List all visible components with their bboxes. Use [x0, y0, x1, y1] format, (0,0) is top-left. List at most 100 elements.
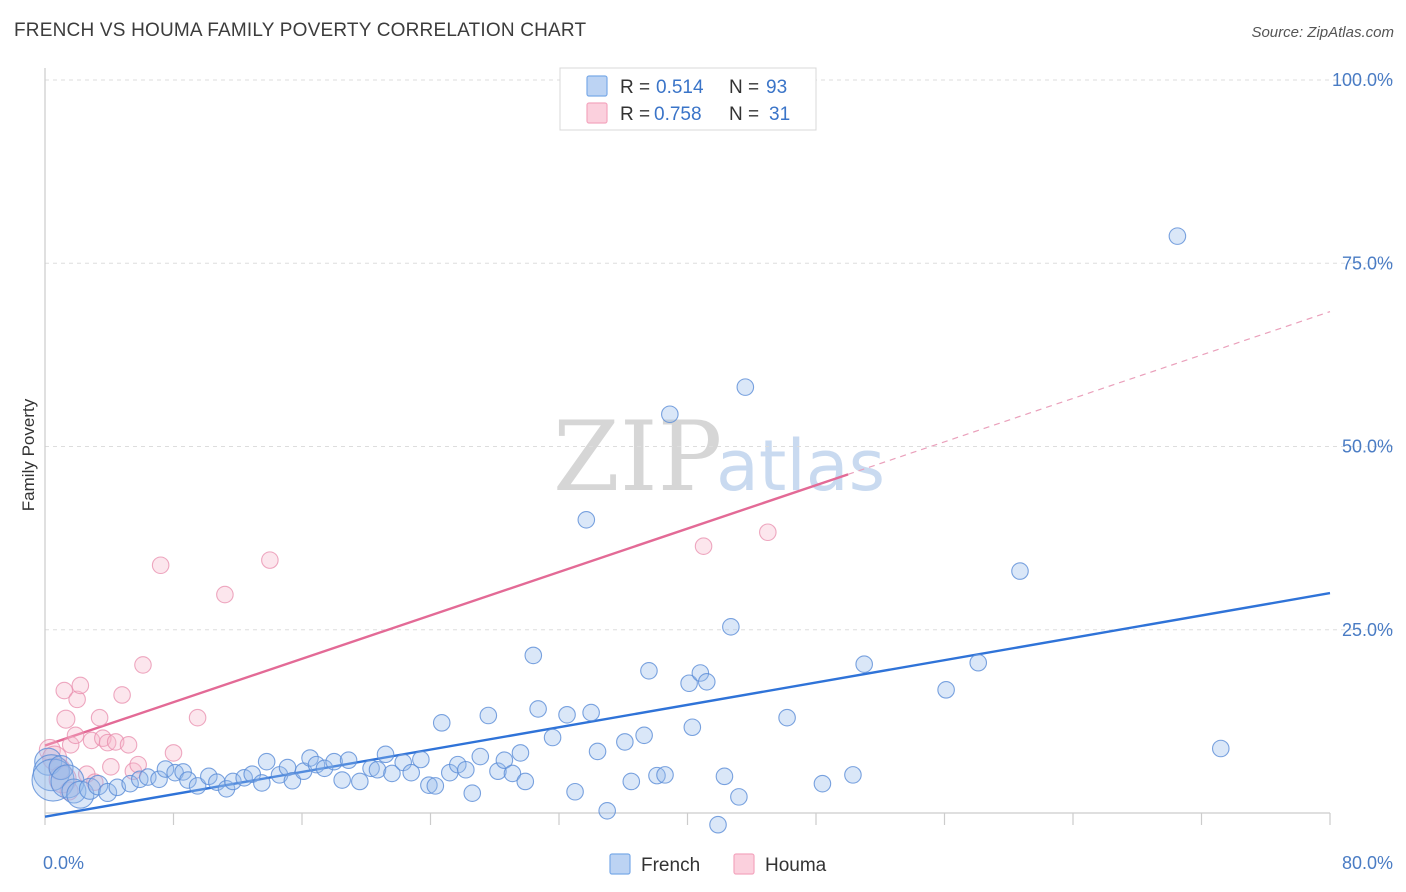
- legend-r-label-french: R =: [620, 77, 650, 98]
- french-point: [325, 752, 343, 771]
- houma-point: [134, 656, 152, 674]
- french-point: [1168, 227, 1187, 245]
- french-point: [432, 714, 451, 732]
- houma-point: [164, 744, 183, 762]
- houma-point: [106, 733, 125, 751]
- houma-point: [216, 585, 234, 604]
- french-point: [48, 755, 74, 781]
- watermark-atlas: atlas: [716, 425, 885, 507]
- y-axis-title: Family Poverty: [19, 398, 38, 511]
- french-point: [722, 618, 740, 636]
- french-point: [489, 762, 507, 781]
- houma-point: [759, 523, 777, 542]
- houma-trend-extension: [847, 311, 1331, 475]
- houma-point: [68, 690, 86, 709]
- french-point: [524, 646, 543, 665]
- french-point: [622, 772, 641, 791]
- french-point: [224, 772, 242, 791]
- legend-r-label-houma: R =: [620, 104, 650, 125]
- french-point: [87, 774, 109, 796]
- french-point: [376, 745, 395, 764]
- houma-point: [59, 781, 79, 801]
- french-point: [139, 768, 157, 786]
- houma-point: [61, 736, 80, 754]
- french-point: [121, 774, 139, 793]
- y-tick-label: 100.0%: [1332, 70, 1393, 90]
- french-point: [1011, 562, 1029, 580]
- french-point: [253, 774, 271, 792]
- french-point: [855, 655, 873, 674]
- y-tick-label: 75.0%: [1342, 253, 1393, 273]
- french-point: [217, 780, 236, 798]
- french-point: [283, 771, 302, 790]
- houma-point: [71, 676, 90, 695]
- french-point: [333, 771, 351, 789]
- watermark-zip: ZIP: [553, 401, 722, 513]
- bottom-legend-swatch-houma: [733, 853, 755, 875]
- houma-point: [113, 686, 131, 704]
- french-point: [457, 760, 475, 779]
- french-point: [479, 706, 498, 725]
- french-point: [656, 766, 674, 784]
- tick-labels: 25.0% 50.0% 75.0% 100.0% 0.0% 80.0%: [43, 70, 1393, 873]
- houma-point: [119, 736, 138, 754]
- french-point: [368, 760, 387, 779]
- french-point: [511, 744, 530, 762]
- y-tick-label: 25.0%: [1342, 620, 1393, 640]
- french-point: [1211, 739, 1230, 758]
- x-tick-label: 0.0%: [43, 853, 84, 873]
- legend-n-label-houma: N =: [729, 104, 759, 125]
- chart-title: FRENCH VS HOUMA FAMILY POVERTY CORRELATI…: [14, 20, 587, 41]
- data-points: [31, 227, 1230, 834]
- french-point: [339, 751, 358, 770]
- houma-point: [90, 708, 109, 727]
- french-point: [98, 782, 118, 803]
- french-point: [598, 802, 616, 820]
- french-point: [844, 766, 862, 784]
- french-point: [402, 763, 421, 782]
- french-point: [813, 774, 832, 793]
- legend-n-label-french: N =: [729, 77, 759, 98]
- houma-point: [102, 758, 120, 776]
- french-point: [558, 705, 576, 724]
- french-point: [778, 708, 796, 727]
- bottom-legend-label-houma: Houma: [765, 855, 827, 876]
- french-point: [730, 788, 748, 806]
- bottom-legend-label-french: French: [641, 855, 700, 876]
- french-point: [543, 728, 562, 747]
- french-point: [709, 815, 727, 834]
- legend-n-value-houma: 31: [769, 104, 790, 125]
- french-point: [495, 751, 514, 770]
- french-point: [420, 776, 438, 794]
- houma-point: [694, 537, 713, 555]
- french-point: [362, 759, 380, 778]
- trend-lines: [44, 311, 1331, 818]
- legend-r-value-french: 0.514: [656, 77, 704, 98]
- french-point: [503, 764, 522, 783]
- french-point: [683, 718, 702, 737]
- french-point: [150, 770, 168, 789]
- french-point: [577, 510, 596, 529]
- houma-point: [129, 755, 147, 774]
- houma-point: [56, 709, 76, 729]
- french-point: [156, 760, 175, 778]
- french-point: [351, 772, 369, 791]
- french-point: [715, 767, 734, 786]
- french-point: [516, 772, 535, 791]
- french-point: [383, 764, 401, 783]
- legend-n-value-french: 93: [766, 77, 787, 98]
- grid-lines: [45, 79, 1394, 631]
- legend-swatch-houma: [586, 102, 608, 124]
- french-point: [640, 661, 658, 680]
- bottom-legend-swatch-french: [609, 853, 631, 875]
- french-point: [680, 674, 698, 693]
- french-point: [315, 759, 334, 778]
- x-tick-label: 80.0%: [1342, 853, 1393, 873]
- french-point: [582, 703, 600, 722]
- french-point: [616, 733, 634, 751]
- french-point: [969, 653, 988, 672]
- french-point: [529, 700, 547, 718]
- french-point: [66, 780, 95, 809]
- axes: [44, 68, 1331, 825]
